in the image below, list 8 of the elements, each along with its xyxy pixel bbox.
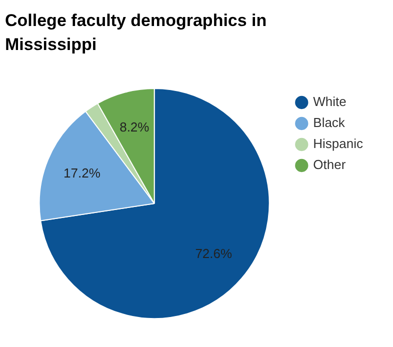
legend-label: Hispanic (313, 136, 364, 152)
legend-label: Other (313, 157, 346, 172)
data-label: 8.2% (120, 119, 150, 134)
chart-title: College faculty demographics in Mississippi (5, 10, 268, 56)
legend-label: Black (313, 115, 346, 130)
data-label: 17.2% (64, 165, 101, 180)
data-label: 72.6% (195, 246, 232, 262)
legend-label: White (313, 94, 346, 110)
